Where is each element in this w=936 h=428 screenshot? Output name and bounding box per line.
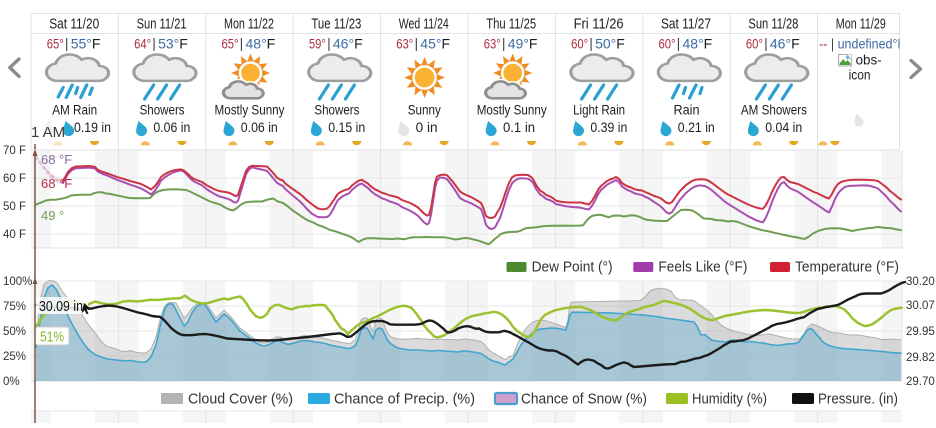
svg-text:Thu 11/25: Thu 11/25 [486, 17, 536, 33]
svg-text:50 F: 50 F [3, 201, 26, 213]
svg-text:|: | [677, 35, 681, 51]
svg-text:|: | [327, 35, 331, 51]
svg-text:0.19 in: 0.19 in [74, 120, 111, 135]
svg-text:29.95: 29.95 [906, 326, 935, 338]
svg-text:Mostly Sunny: Mostly Sunny [477, 102, 547, 117]
svg-text:51%: 51% [40, 330, 64, 346]
svg-text:70 F: 70 F [3, 145, 26, 157]
svg-text:25%: 25% [3, 351, 26, 363]
svg-text:0.06 in: 0.06 in [241, 120, 278, 135]
svg-text:29.82: 29.82 [906, 352, 935, 364]
svg-text:Light Rain: Light Rain [573, 102, 625, 117]
svg-text:|: | [502, 35, 506, 51]
svg-text:60°: 60° [571, 36, 588, 52]
svg-text:obs-: obs- [856, 52, 882, 68]
svg-text:30.20: 30.20 [906, 276, 935, 288]
svg-text:Sat 11/20: Sat 11/20 [49, 17, 99, 33]
svg-text:59°: 59° [309, 36, 326, 52]
svg-text:49 °: 49 ° [41, 208, 64, 223]
svg-text:30.07: 30.07 [906, 300, 935, 312]
svg-text:65°: 65° [222, 36, 239, 52]
svg-text:Dew Point (°): Dew Point (°) [532, 259, 613, 276]
svg-text:Sun 11/21: Sun 11/21 [137, 17, 187, 33]
svg-text:0.1 in: 0.1 in [503, 120, 535, 135]
svg-text:Wed 11/24: Wed 11/24 [399, 17, 449, 33]
svg-text:Humidity (%): Humidity (%) [692, 391, 767, 408]
svg-text:|: | [240, 35, 244, 51]
svg-text:|: | [152, 35, 156, 51]
svg-text:Showers: Showers [314, 102, 359, 117]
svg-text:Rain: Rain [674, 102, 700, 117]
svg-text:46°F: 46°F [333, 36, 363, 52]
svg-text:|: | [764, 35, 768, 51]
svg-text:Fri 11/26: Fri 11/26 [574, 17, 624, 33]
svg-text:|: | [589, 35, 593, 51]
svg-text:50°F: 50°F [595, 36, 625, 52]
svg-text:|: | [65, 35, 69, 51]
svg-text:Feels Like (°F): Feels Like (°F) [658, 259, 747, 276]
svg-text:0.15 in: 0.15 in [328, 120, 365, 135]
svg-text:30.09 in: 30.09 in [39, 299, 83, 315]
svg-text:29.70: 29.70 [906, 376, 935, 388]
svg-text:AM Showers: AM Showers [741, 102, 807, 117]
svg-text:63°: 63° [484, 36, 501, 52]
svg-text:65°: 65° [47, 36, 64, 52]
svg-text:100%: 100% [3, 276, 32, 288]
svg-text:0.06 in: 0.06 in [153, 120, 190, 135]
svg-text:1 AM: 1 AM [31, 124, 65, 141]
svg-text:0%: 0% [3, 376, 20, 388]
svg-text:45°F: 45°F [420, 36, 450, 52]
svg-text:0.39 in: 0.39 in [590, 120, 627, 135]
svg-text:50%: 50% [3, 326, 26, 338]
svg-text:Cloud Cover (%): Cloud Cover (%) [188, 391, 293, 408]
svg-text:60°: 60° [746, 36, 763, 52]
svg-text:Chance of Snow (%): Chance of Snow (%) [521, 391, 647, 408]
svg-text:46°F: 46°F [770, 36, 800, 52]
svg-text:55°F: 55°F [71, 36, 101, 52]
svg-text:0.21 in: 0.21 in [678, 120, 715, 135]
svg-text:64°: 64° [134, 36, 151, 52]
svg-text:63°: 63° [396, 36, 413, 52]
svg-text:Sunny: Sunny [408, 102, 441, 117]
svg-text:Pressure. (in): Pressure. (in) [818, 391, 898, 408]
svg-text:49°F: 49°F [508, 36, 538, 52]
svg-text:48°F: 48°F [246, 36, 276, 52]
svg-text:60°: 60° [659, 36, 676, 52]
svg-text:68 °F: 68 °F [41, 176, 72, 191]
svg-text:|: | [414, 35, 418, 51]
svg-text:Temperature (°F): Temperature (°F) [795, 259, 899, 276]
svg-text:Showers: Showers [140, 102, 185, 117]
svg-text:60 F: 60 F [3, 173, 26, 185]
svg-text:68 °F: 68 °F [41, 152, 72, 167]
svg-text:Sun 11/28: Sun 11/28 [748, 17, 798, 33]
svg-text:Tue 11/23: Tue 11/23 [311, 17, 361, 33]
svg-text:40 F: 40 F [3, 229, 26, 241]
svg-text:Sat 11/27: Sat 11/27 [661, 17, 711, 33]
svg-text:icon: icon [849, 67, 871, 83]
svg-text:0.04 in: 0.04 in [765, 120, 802, 135]
svg-text:-- | undefined°F: -- | undefined°F [819, 36, 905, 52]
svg-text:53°F: 53°F [158, 36, 188, 52]
svg-text:Chance of Precip. (%): Chance of Precip. (%) [334, 391, 475, 408]
svg-text:75%: 75% [3, 301, 26, 313]
svg-text:AM Rain: AM Rain [52, 102, 97, 117]
svg-text:0 in: 0 in [416, 120, 438, 135]
svg-text:48°F: 48°F [683, 36, 713, 52]
svg-text:Mon 11/29: Mon 11/29 [836, 17, 886, 33]
svg-text:Mostly Sunny: Mostly Sunny [215, 102, 285, 117]
svg-text:Mon 11/22: Mon 11/22 [224, 17, 274, 33]
